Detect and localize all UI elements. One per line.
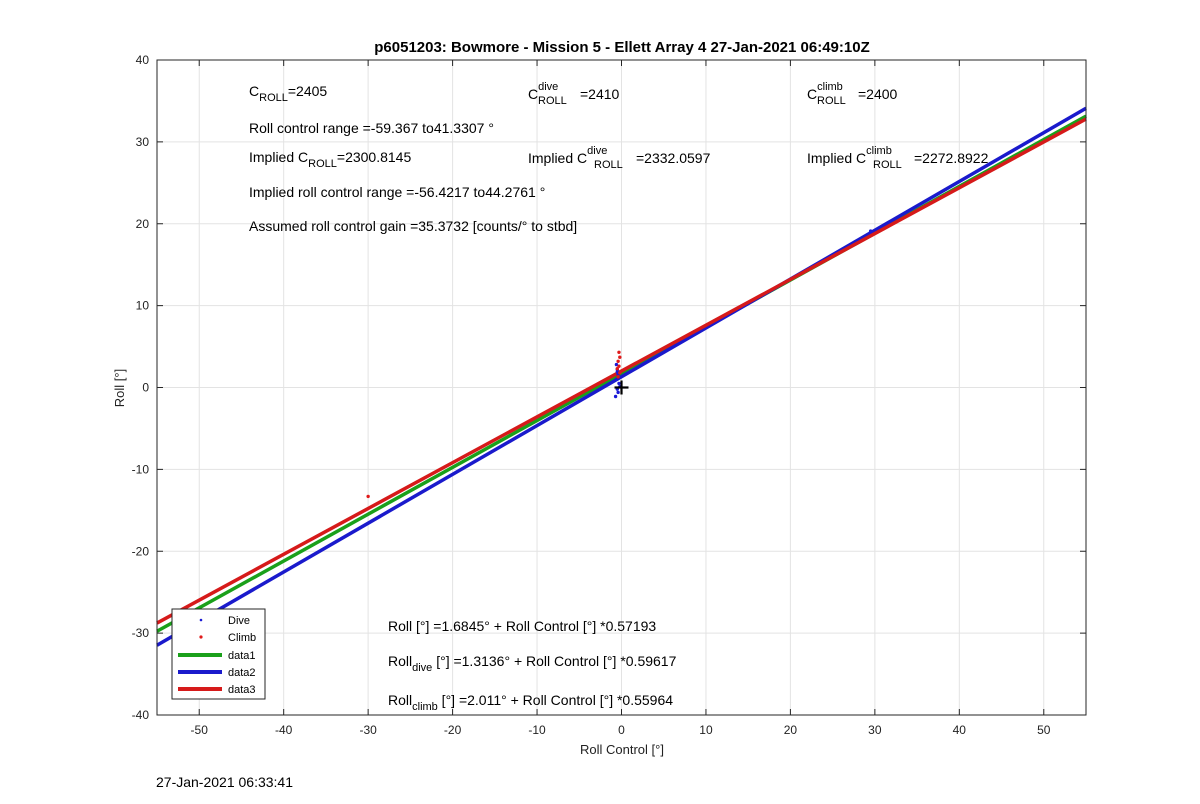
c-roll-text: CROLL=2405 — [249, 83, 327, 104]
point-climb — [617, 364, 621, 368]
x-tick-label: -40 — [275, 723, 293, 737]
fit-line-data3 — [156, 117, 1087, 625]
y-tick-label: -40 — [132, 708, 150, 722]
x-tick-label: 20 — [784, 723, 798, 737]
y-tick-label: 30 — [136, 135, 150, 149]
legend-data3-label: data3 — [228, 684, 256, 696]
roll-control-range-text: Roll control range =-59.367 to41.3307 ° — [249, 120, 494, 136]
plot-frame — [156, 59, 1087, 716]
legend-data1-label: data1 — [228, 650, 256, 662]
point-dive — [616, 390, 620, 395]
footer-timestamp: 27-Jan-2021 06:33:41 — [156, 774, 293, 790]
y-tick-label: -10 — [132, 462, 150, 476]
point-dive — [868, 229, 873, 233]
x-tick-label: -10 — [528, 723, 546, 737]
x-tick-label: -50 — [191, 723, 209, 737]
legend: Dive Climb data1 data2 data3 — [171, 608, 266, 700]
axis-ticks: -50 -40 -30 -20 -10 0 10 20 30 40 50 -40 -30 -20 -10 0 1… — [132, 53, 1086, 737]
implied-c-roll-climb-text: Implied Cclimb ROLL =2272.8922 — [807, 145, 989, 171]
point-dive — [617, 381, 621, 386]
x-tick-label: 30 — [868, 723, 882, 737]
x-tick-label: 0 — [618, 723, 625, 737]
legend-climb-marker — [199, 635, 203, 639]
implied-roll-range-text: Implied roll control range =-56.4217 to4… — [249, 184, 545, 200]
fit-line-data2 — [156, 106, 1087, 647]
fit-equation-climb: Rollclimb [°] =2.011° + Roll Control [°]… — [388, 692, 673, 713]
x-tick-label: -20 — [444, 723, 462, 737]
fit-lines — [156, 106, 1087, 647]
annotations: CROLL=2405 Cdive ROLL =2410 Cclimb ROLL =240… — [249, 81, 989, 713]
legend-climb-label: Climb — [228, 632, 256, 644]
point-climb — [616, 375, 620, 379]
point-climb — [618, 371, 622, 375]
y-tick-label: 20 — [136, 217, 150, 231]
point-climb — [366, 494, 370, 499]
point-climb — [617, 350, 621, 354]
x-axis-label: Roll Control [°] — [580, 742, 664, 757]
c-roll-climb-text: Cclimb ROLL =2400 — [807, 81, 898, 107]
data-points — [366, 229, 873, 499]
fit-equation-all: Roll [°] =1.6845° + Roll Control [°] *0.… — [388, 618, 656, 634]
y-tick-label: 0 — [142, 381, 149, 395]
point-climb — [618, 355, 622, 359]
c-roll-dive-text: Cdive ROLL =2410 — [528, 81, 620, 107]
implied-c-roll-dive-text: Implied Cdive ROLL =2332.0597 — [528, 145, 711, 171]
implied-c-roll-text: Implied CROLL=2300.8145 — [249, 149, 411, 170]
point-dive — [613, 394, 618, 399]
point-climb — [616, 359, 620, 363]
legend-dive-label: Dive — [228, 615, 250, 627]
point-dive — [614, 377, 619, 382]
x-tick-label: 10 — [699, 723, 713, 737]
fit-equation-dive: Rolldive [°] =1.3136° + Roll Control [°]… — [388, 653, 677, 674]
legend-dive-marker — [199, 618, 203, 622]
x-tick-label: 40 — [953, 723, 967, 737]
y-tick-label: 40 — [136, 53, 150, 67]
y-tick-label: 10 — [136, 299, 150, 313]
roll-gain-text: Assumed roll control gain =35.3732 [coun… — [249, 218, 577, 234]
point-dive — [614, 362, 619, 367]
x-tick-label: 50 — [1037, 723, 1051, 737]
point-climb — [615, 366, 619, 371]
chart-title: p6051203: Bowmore - Mission 5 - Ellett A… — [374, 39, 870, 56]
legend-data2-label: data2 — [228, 667, 256, 679]
y-tick-label: -20 — [132, 544, 150, 558]
y-axis-label: Roll [°] — [112, 369, 127, 407]
y-tick-label: -30 — [132, 626, 150, 640]
x-tick-label: -30 — [359, 723, 377, 737]
